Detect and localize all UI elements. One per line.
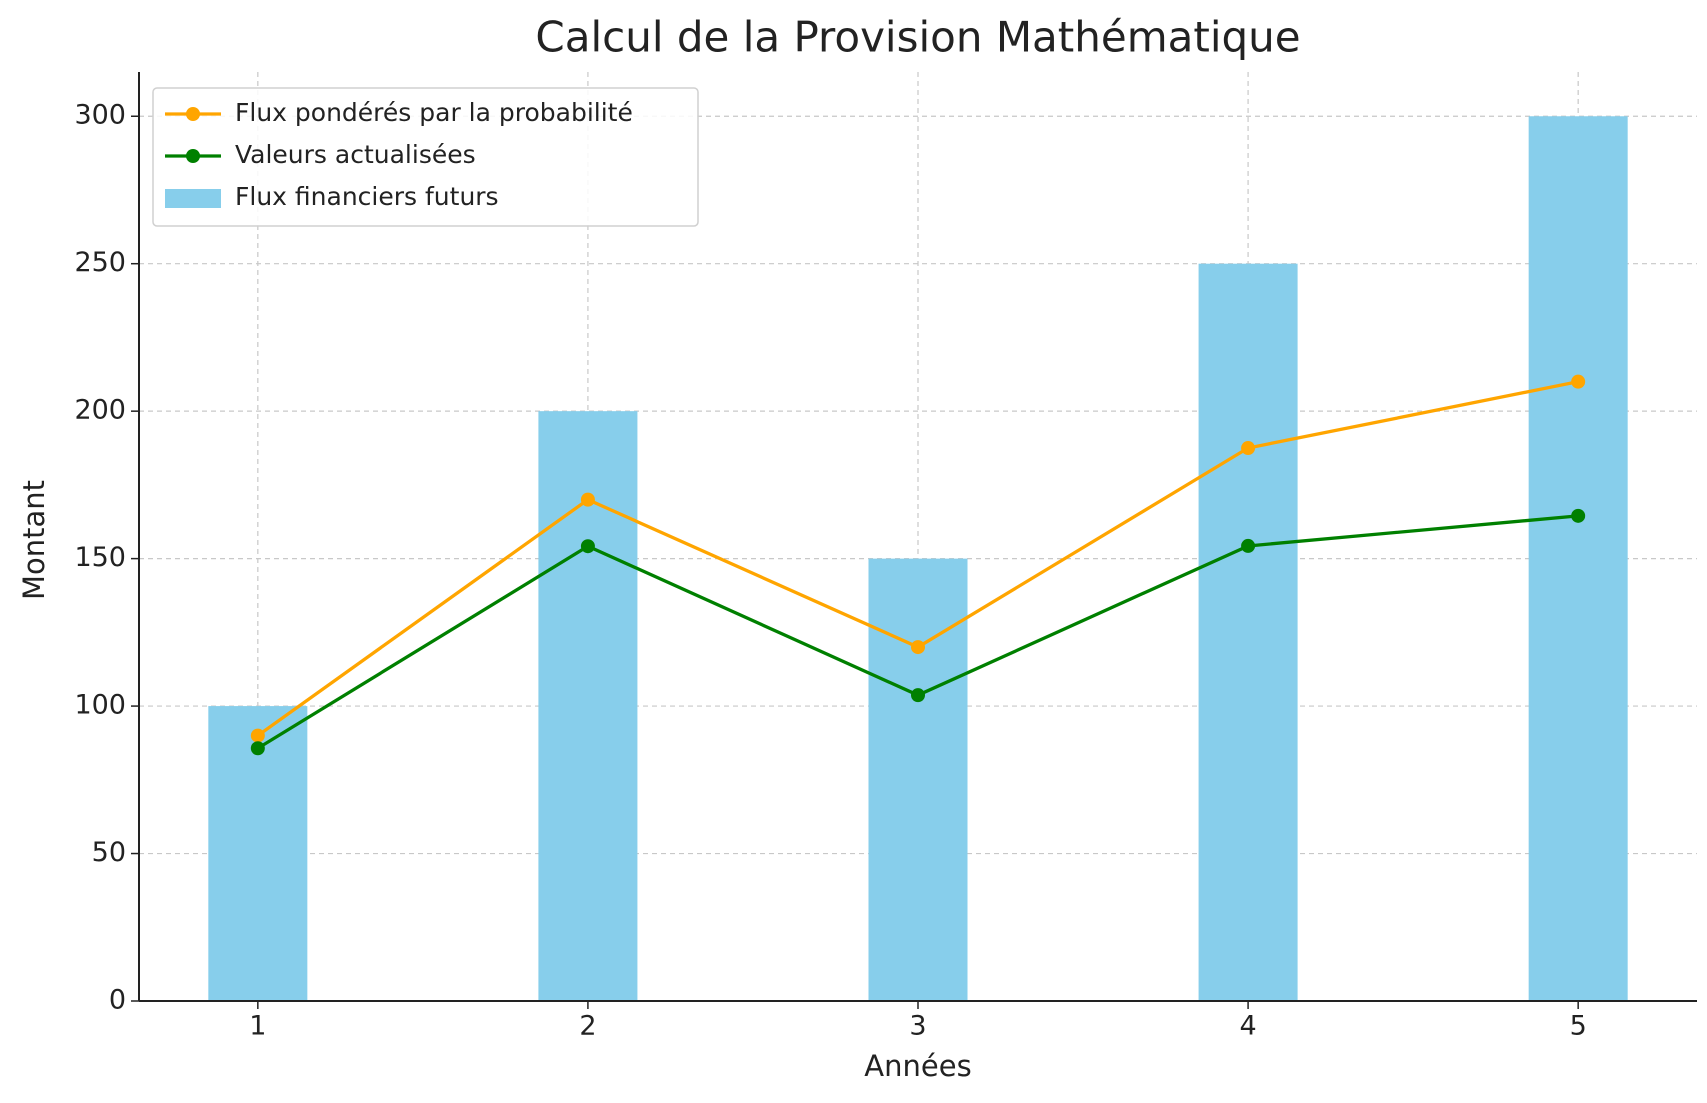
x-tick-label: 3 bbox=[909, 1011, 926, 1042]
y-tick-label: 150 bbox=[74, 542, 126, 573]
x-axis-label: Années bbox=[864, 1049, 971, 1083]
marker bbox=[1571, 508, 1586, 523]
legend-swatch bbox=[165, 189, 221, 208]
legend-marker bbox=[186, 107, 200, 121]
marker bbox=[250, 741, 265, 756]
x-tick-label: 1 bbox=[249, 1011, 266, 1042]
x-tick-label: 5 bbox=[1570, 1011, 1587, 1042]
legend-marker bbox=[186, 149, 200, 163]
y-tick-label: 200 bbox=[74, 395, 126, 426]
legend-box bbox=[152, 87, 699, 227]
marker bbox=[580, 492, 595, 507]
legend: Flux pondérés par la probabilité Valeurs … bbox=[152, 87, 699, 227]
x-tick-label: 2 bbox=[579, 1011, 596, 1042]
marker bbox=[1241, 538, 1256, 553]
legend-label: Valeurs actualisées bbox=[235, 140, 476, 169]
y-tick-label: 100 bbox=[74, 690, 126, 721]
y-tick-label: 250 bbox=[74, 247, 126, 278]
x-tick-label: 4 bbox=[1239, 1011, 1256, 1042]
marker bbox=[1571, 374, 1586, 389]
marker bbox=[1241, 441, 1256, 456]
y-axis-label: Montant bbox=[17, 480, 51, 600]
bar bbox=[1198, 263, 1298, 1001]
bar bbox=[538, 411, 638, 1002]
chart-title: Calcul de la Provision Mathématique bbox=[535, 13, 1300, 62]
marker bbox=[250, 728, 265, 743]
legend-label: Flux pondérés par la probabilité bbox=[235, 98, 633, 127]
marker bbox=[911, 688, 925, 703]
bar bbox=[1528, 116, 1628, 1001]
y-tick-label: 0 bbox=[109, 985, 126, 1016]
marker bbox=[580, 539, 595, 554]
y-tick-label: 50 bbox=[92, 837, 126, 868]
y-tick-label: 300 bbox=[74, 100, 126, 131]
marker bbox=[911, 640, 925, 655]
legend-label: Flux financiers futurs bbox=[235, 182, 499, 211]
